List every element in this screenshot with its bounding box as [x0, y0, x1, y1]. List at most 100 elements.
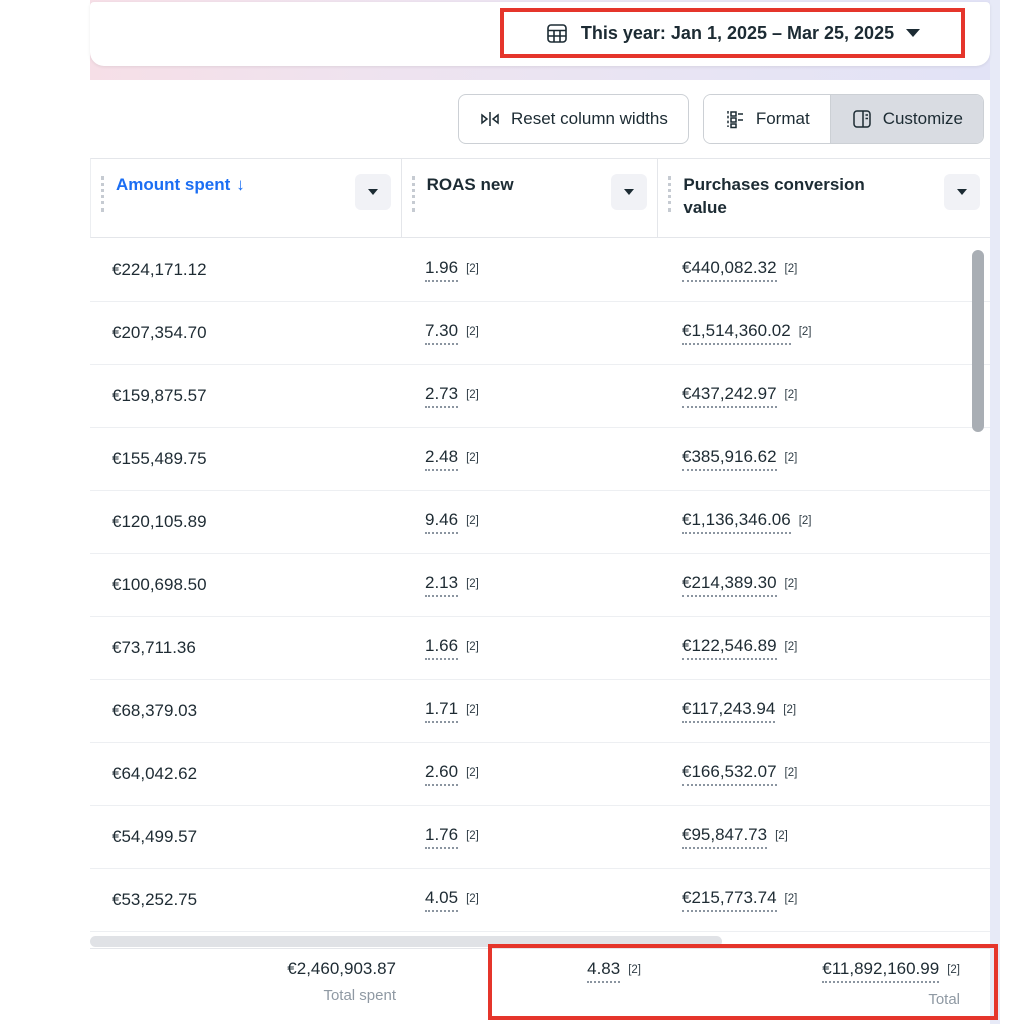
drag-handle-icon[interactable]: [668, 176, 672, 212]
footnote-marker: [2]: [466, 452, 479, 464]
amount-spent-value: €207,354.70: [112, 323, 207, 342]
amount-spent-value: €224,171.12: [112, 260, 207, 279]
purchases-conversion-value[interactable]: €214,389.30: [682, 573, 777, 597]
footnote-marker: [2]: [466, 263, 479, 275]
amount-spent-value: €53,252.75: [112, 890, 198, 909]
total-label: Total: [928, 991, 960, 1008]
footnote-marker: [2]: [466, 641, 479, 653]
format-label: Format: [755, 109, 810, 128]
column-label: Purchases conversion value: [683, 175, 865, 217]
panel-right-edge: [990, 0, 1000, 1024]
footnote-marker: [2]: [784, 452, 798, 464]
total-amount-spent-value: €2,460,903.87: [287, 959, 396, 978]
roas-new-value[interactable]: 1.96: [425, 258, 459, 282]
customize-button[interactable]: Customize: [829, 95, 983, 143]
footnote-marker: [2]: [784, 389, 798, 401]
total-spent-label: Total spent: [323, 987, 396, 1004]
drag-handle-icon[interactable]: [101, 176, 104, 212]
footnote-marker: [2]: [466, 578, 479, 590]
table-row[interactable]: €100,698.50 2.13 [2] €214,389.30 [2]: [90, 554, 990, 617]
table-actions-row: Reset column widths Format Customize: [90, 94, 984, 144]
chevron-down-icon: [957, 189, 967, 195]
table-row[interactable]: €155,489.75 2.48 [2] €385,916.62 [2]: [90, 428, 990, 491]
purchases-conversion-value[interactable]: €117,243.94: [682, 699, 776, 723]
roas-new-value[interactable]: 4.05: [425, 888, 459, 912]
column-header-amount-spent[interactable]: Amount spent ↓: [91, 159, 401, 237]
footnote-marker: [2]: [466, 704, 479, 716]
total-amount-spent-cell: €2,460,903.87 Total spent: [90, 949, 400, 1024]
roas-new-value[interactable]: 2.13: [425, 573, 459, 597]
purchases-conversion-value[interactable]: €95,847.73: [682, 825, 768, 849]
purchases-conversion-value[interactable]: €1,136,346.06: [682, 510, 791, 534]
footnote-marker: [2]: [784, 767, 798, 779]
amount-spent-value: €73,711.36: [112, 638, 196, 657]
total-roas-value[interactable]: 4.83: [587, 959, 621, 983]
column-menu-button[interactable]: [354, 174, 391, 210]
format-button[interactable]: Format: [703, 95, 830, 143]
table-totals-row: €2,460,903.87 Total spent 4.83 [2] €11,89…: [90, 948, 990, 1024]
column-header-purchases-conversion-value[interactable]: Purchases conversion value: [657, 159, 990, 237]
purchases-conversion-value[interactable]: €437,242.97: [682, 384, 777, 408]
column-menu-button[interactable]: [611, 174, 648, 210]
customize-panel-icon: [852, 110, 871, 128]
column-label: ROAS new: [426, 175, 514, 194]
total-purchases-conversion-value[interactable]: €11,892,160.99: [822, 959, 940, 983]
date-range-label: This year: Jan 1, 2025 – Mar 25, 2025: [580, 22, 895, 43]
total-roas-cell: 4.83 [2]: [400, 949, 657, 1024]
table-row[interactable]: €54,499.57 1.76 [2] €95,847.73 [2]: [90, 806, 990, 869]
sort-desc-icon: ↓: [236, 175, 245, 194]
format-customize-segmented-control: Format Customize: [702, 94, 984, 144]
table-row[interactable]: €224,171.12 1.96 [2] €440,082.32 [2]: [90, 239, 990, 302]
table-row[interactable]: €207,354.70 7.30 [2] €1,514,360.02 [2]: [90, 302, 990, 365]
roas-new-value[interactable]: 2.48: [425, 447, 459, 471]
table-row[interactable]: €120,105.89 9.46 [2] €1,136,346.06 [2]: [90, 491, 990, 554]
amount-spent-value: €64,042.62: [112, 764, 198, 783]
purchases-conversion-value[interactable]: €1,514,360.02: [682, 321, 791, 345]
footnote-marker: [2]: [784, 578, 798, 590]
roas-new-value[interactable]: 7.30: [425, 321, 459, 345]
column-menu-button[interactable]: [944, 174, 980, 210]
footnote-marker: [2]: [784, 893, 798, 905]
roas-new-value[interactable]: 1.76: [425, 825, 459, 849]
footnote-marker: [2]: [466, 389, 479, 401]
footnote-marker: [2]: [783, 704, 797, 716]
purchases-conversion-value[interactable]: €122,546.89: [682, 636, 777, 660]
column-label: Amount spent ↓: [116, 175, 245, 194]
roas-new-value[interactable]: 2.73: [425, 384, 459, 408]
table-row[interactable]: €73,711.36 1.66 [2] €122,546.89 [2]: [90, 617, 990, 680]
footnote-marker: [2]: [466, 767, 479, 779]
reset-columns-icon: [481, 112, 499, 126]
purchases-conversion-value[interactable]: €385,916.62: [682, 447, 777, 471]
purchases-conversion-value[interactable]: €215,773.74: [682, 888, 777, 912]
footnote-marker: [2]: [798, 515, 812, 527]
customize-label: Customize: [882, 109, 963, 128]
footnote-marker: [2]: [466, 515, 479, 527]
roas-new-value[interactable]: 1.66: [425, 636, 459, 660]
calendar-icon: [547, 24, 567, 43]
table-row[interactable]: €53,252.75 4.05 [2] €215,773.74 [2]: [90, 869, 990, 932]
amount-spent-value: €120,105.89: [112, 512, 207, 531]
reset-column-widths-button[interactable]: Reset column widths: [458, 94, 689, 144]
reset-column-widths-label: Reset column widths: [511, 109, 668, 128]
table-row[interactable]: €68,379.03 1.71 [2] €117,243.94 [2]: [90, 680, 990, 743]
footnote-marker: [2]: [798, 326, 812, 338]
amount-spent-value: €159,875.57: [112, 386, 207, 405]
horizontal-scrollbar-thumb[interactable]: [90, 936, 722, 947]
roas-new-value[interactable]: 2.60: [425, 762, 459, 786]
chevron-down-icon: [624, 189, 635, 195]
footnote-marker: [2]: [784, 641, 798, 653]
roas-new-value[interactable]: 9.46: [425, 510, 459, 534]
table-row[interactable]: €159,875.57 2.73 [2] €437,242.97 [2]: [90, 365, 990, 428]
footnote-marker: [2]: [775, 830, 788, 842]
purchases-conversion-value[interactable]: €166,532.07: [682, 762, 777, 786]
vertical-scrollbar-thumb[interactable]: [972, 250, 984, 432]
total-purchases-conversion-cell: €11,892,160.99 [2] Total: [657, 949, 990, 1024]
annotation-box-date-range[interactable]: This year: Jan 1, 2025 – Mar 25, 2025: [500, 8, 965, 58]
roas-new-value[interactable]: 1.71: [425, 699, 459, 723]
purchases-conversion-value[interactable]: €440,082.32: [682, 258, 777, 282]
drag-handle-icon[interactable]: [411, 176, 415, 212]
footnote-marker: [2]: [466, 830, 479, 842]
table-row[interactable]: €64,042.62 2.60 [2] €166,532.07 [2]: [90, 743, 990, 806]
amount-spent-value: €100,698.50: [112, 575, 207, 594]
column-header-roas-new[interactable]: ROAS new: [400, 159, 658, 237]
